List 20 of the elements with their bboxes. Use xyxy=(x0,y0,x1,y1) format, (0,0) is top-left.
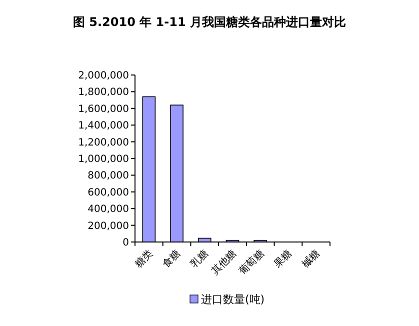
y-tick-label: 1,200,000 xyxy=(78,137,129,148)
y-tick-label: 1,800,000 xyxy=(78,87,129,98)
y-tick-label: 600,000 xyxy=(88,187,129,198)
x-tick-label: 果糖 xyxy=(272,248,294,270)
y-tick-label: 1,000,000 xyxy=(78,154,129,165)
y-tick-label: 200,000 xyxy=(88,220,129,232)
y-tick-label: 1,400,000 xyxy=(78,120,129,132)
y-tick-label: 400,000 xyxy=(88,204,129,216)
x-tick-label: 乳糖 xyxy=(188,248,211,270)
x-tick-label: 其他糖 xyxy=(208,248,239,278)
x-tick-label: 葡萄糖 xyxy=(236,248,266,278)
x-tick-label: 槭糖 xyxy=(300,248,322,270)
chart-title: 图 5.2010 年 1-11 月我国糖类各品种进口量对比 xyxy=(72,15,346,29)
y-tick-label: 800,000 xyxy=(88,170,129,182)
x-tick-label: 糖类 xyxy=(132,248,156,270)
legend-label: 进口数量(吨) xyxy=(201,293,265,306)
y-tick-label: 0 xyxy=(122,238,129,248)
x-tick-label: 食糖 xyxy=(160,248,183,270)
y-tick-label: 2,000,000 xyxy=(78,70,129,82)
y-tick-label: 1,600,000 xyxy=(78,104,129,115)
